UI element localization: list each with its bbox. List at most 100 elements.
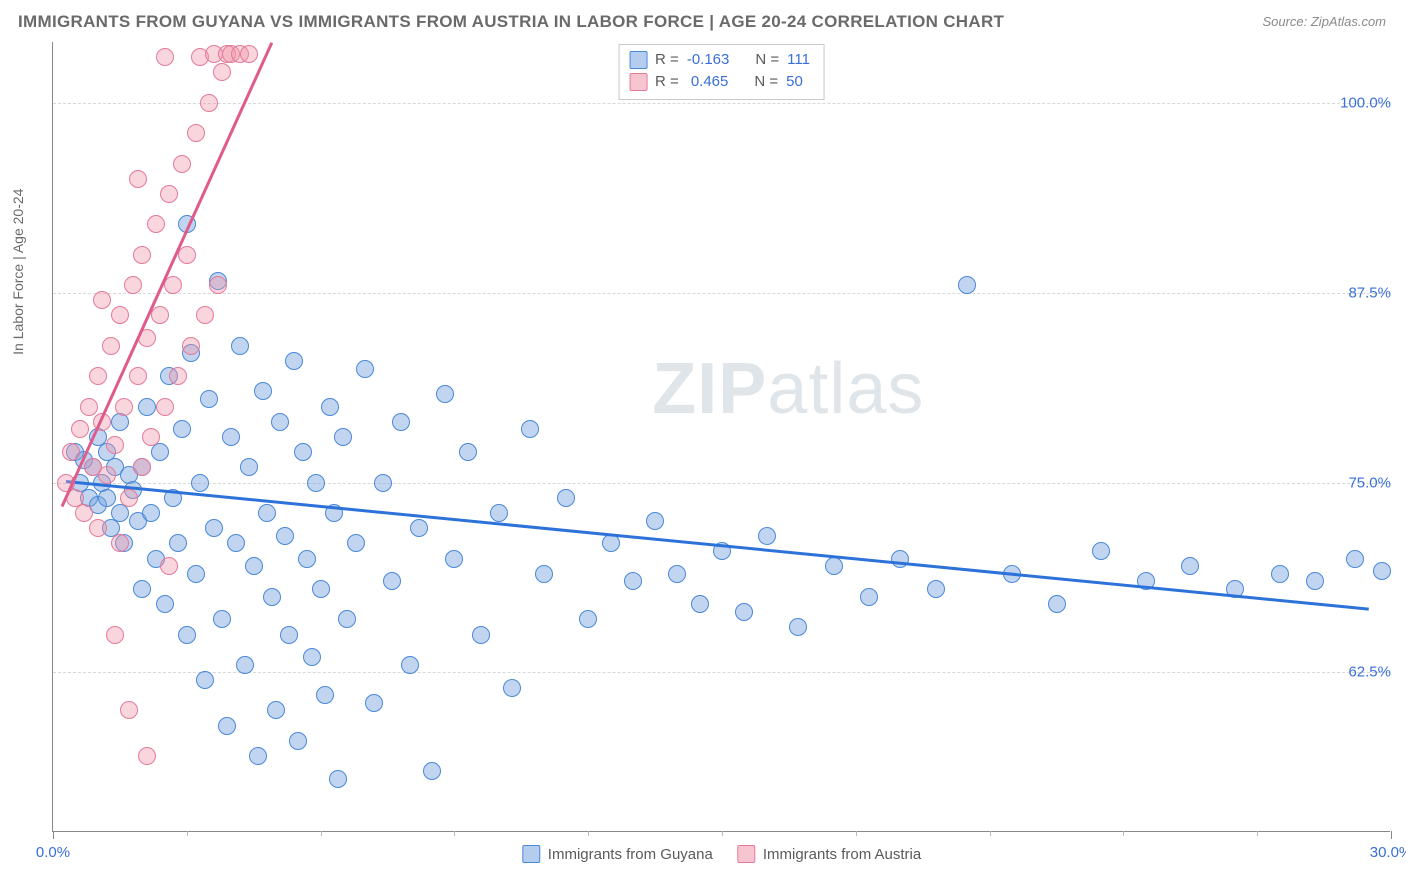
data-point	[240, 45, 258, 63]
data-point	[89, 519, 107, 537]
swatch-blue-icon	[522, 845, 540, 863]
data-point	[187, 565, 205, 583]
data-point	[436, 385, 454, 403]
data-point	[120, 489, 138, 507]
data-point	[106, 626, 124, 644]
legend-row-guyana: R = -0.163 N = 111	[629, 49, 810, 71]
data-point	[98, 466, 116, 484]
data-point	[423, 762, 441, 780]
data-point	[1373, 562, 1391, 580]
data-point	[535, 565, 553, 583]
legend-row-austria: R = 0.465 N = 50	[629, 71, 810, 93]
data-point	[263, 588, 281, 606]
data-point	[222, 428, 240, 446]
x-tick	[990, 831, 991, 836]
data-point	[138, 747, 156, 765]
x-tick	[321, 831, 322, 836]
data-point	[267, 701, 285, 719]
data-point	[187, 124, 205, 142]
swatch-blue-icon	[629, 51, 647, 69]
x-tick	[454, 831, 455, 836]
data-point	[80, 398, 98, 416]
data-point	[142, 428, 160, 446]
data-point	[151, 443, 169, 461]
data-point	[227, 534, 245, 552]
data-point	[316, 686, 334, 704]
data-point	[133, 580, 151, 598]
data-point	[276, 527, 294, 545]
data-point	[1346, 550, 1364, 568]
data-point	[1181, 557, 1199, 575]
data-point	[160, 557, 178, 575]
data-point	[142, 504, 160, 522]
data-point	[521, 420, 539, 438]
data-point	[115, 398, 133, 416]
data-point	[735, 603, 753, 621]
x-tick	[722, 831, 723, 836]
x-tick	[1123, 831, 1124, 836]
data-point	[245, 557, 263, 575]
data-point	[75, 504, 93, 522]
data-point	[258, 504, 276, 522]
data-point	[503, 679, 521, 697]
legend-item-guyana: Immigrants from Guyana	[522, 845, 713, 863]
data-point	[156, 398, 174, 416]
data-point	[156, 48, 174, 66]
data-point	[236, 656, 254, 674]
scatter-plot: ZIPatlas R = -0.163 N = 111 R = 0.465 N …	[52, 42, 1390, 832]
data-point	[178, 626, 196, 644]
y-tick-label: 75.0%	[1321, 474, 1391, 491]
x-tick	[187, 831, 188, 836]
data-point	[557, 489, 575, 507]
data-point	[249, 747, 267, 765]
data-point	[1306, 572, 1324, 590]
data-point	[129, 367, 147, 385]
data-point	[334, 428, 352, 446]
data-point	[62, 443, 80, 461]
data-point	[1048, 595, 1066, 613]
data-point	[231, 337, 249, 355]
data-point	[147, 215, 165, 233]
data-point	[294, 443, 312, 461]
data-point	[860, 588, 878, 606]
series-legend: Immigrants from Guyana Immigrants from A…	[522, 845, 921, 863]
data-point	[240, 458, 258, 476]
data-point	[93, 291, 111, 309]
swatch-pink-icon	[629, 73, 647, 91]
data-point	[164, 276, 182, 294]
data-point	[445, 550, 463, 568]
x-tick-label: 30.0%	[1370, 844, 1406, 861]
data-point	[156, 595, 174, 613]
y-tick-label: 62.5%	[1321, 664, 1391, 681]
data-point	[182, 337, 200, 355]
data-point	[958, 276, 976, 294]
data-point	[218, 717, 236, 735]
data-point	[111, 306, 129, 324]
data-point	[758, 527, 776, 545]
x-tick	[1257, 831, 1258, 836]
data-point	[668, 565, 686, 583]
data-point	[410, 519, 428, 537]
data-point	[307, 474, 325, 492]
data-point	[321, 398, 339, 416]
data-point	[254, 382, 272, 400]
data-point	[383, 572, 401, 590]
data-point	[490, 504, 508, 522]
x-tick-major	[1391, 831, 1392, 839]
data-point	[312, 580, 330, 598]
data-point	[646, 512, 664, 530]
x-tick-label: 0.0%	[36, 844, 70, 861]
y-tick-label: 87.5%	[1321, 284, 1391, 301]
data-point	[213, 63, 231, 81]
data-point	[271, 413, 289, 431]
data-point	[205, 519, 223, 537]
data-point	[191, 474, 209, 492]
data-point	[691, 595, 709, 613]
watermark: ZIPatlas	[652, 348, 924, 430]
data-point	[303, 648, 321, 666]
data-point	[1092, 542, 1110, 560]
data-point	[111, 534, 129, 552]
x-tick	[856, 831, 857, 836]
gridline	[53, 293, 1390, 294]
legend-item-austria: Immigrants from Austria	[737, 845, 921, 863]
